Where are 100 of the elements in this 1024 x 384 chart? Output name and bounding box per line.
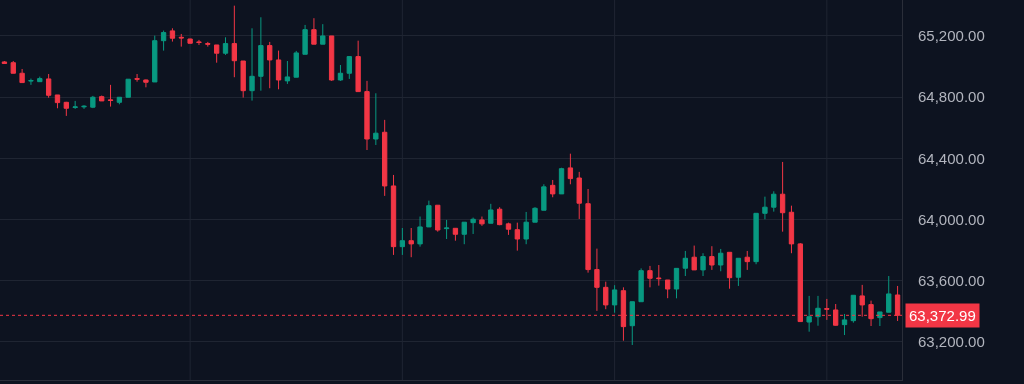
candlestick [364,80,370,151]
candlestick [143,79,149,88]
candlestick [603,281,609,310]
candlestick [107,84,114,108]
candlestick [267,41,273,89]
candlestick [682,250,689,277]
candlestick [293,50,299,78]
candlestick [382,119,388,197]
candlestick [346,56,352,80]
candlestick [19,68,25,84]
candlestick [249,27,255,102]
candlestick [700,252,706,277]
candlestick [390,174,397,256]
candlestick [408,227,414,258]
candlestick [505,222,512,236]
candlestick [541,183,547,211]
candlestick [779,161,786,233]
candlestick [673,267,680,299]
candlestick [850,294,857,324]
y-tick-label: 64,800.00 [918,88,985,106]
candlestick [222,36,229,56]
candlestick [152,35,158,83]
candlestick [718,248,724,272]
candlestick [762,196,768,220]
candlestick [629,301,635,346]
candlestick [90,95,96,109]
candlestick [567,153,574,185]
candlestick [523,211,529,245]
candlestick [470,217,476,235]
candlestick [753,212,759,265]
candlestick [54,94,61,109]
candlestick [806,295,812,333]
candlestick [532,206,538,223]
candlestick [328,35,335,82]
candlestick [205,41,211,48]
y-tick-label: 64,400.00 [918,149,985,167]
y-tick-label: 65,200.00 [918,27,985,45]
candlestick [28,78,34,86]
candlestick [735,257,742,287]
candlestick [550,179,556,198]
candlestick [10,60,16,74]
candlestick [116,96,123,105]
candlestick [258,16,264,92]
candlestick [99,95,105,102]
candlestick [726,251,733,290]
candlestick [886,275,892,313]
candlestick [815,295,821,327]
candlestick [771,190,777,213]
candlestick [576,171,582,220]
candlestick [744,250,750,271]
y-tick-label: 63,200.00 [918,333,985,351]
candlestick [479,216,485,227]
candlestick [187,38,193,45]
candlestick [611,284,618,314]
candlestick [160,30,167,52]
candlestick [514,222,520,252]
candlestick [275,50,282,90]
y-tick-label: 64,000.00 [918,210,985,228]
candlestick [647,265,653,288]
candlestick [284,60,291,85]
candlestick [196,39,202,46]
candlestick [125,78,131,98]
candlestick [488,203,494,224]
candlestick [355,40,361,93]
candlestick [585,188,591,274]
candlestick [45,73,52,99]
candlestick [461,221,467,245]
candlestick [213,44,220,64]
candlestick [691,245,697,271]
candlestick [337,64,344,82]
candlestick [320,23,326,45]
candlestick [594,248,600,312]
candlestick [877,311,883,327]
y-tick-label: 63,600.00 [918,271,985,289]
candlestick [302,24,308,55]
candlestick [311,17,317,45]
candlestick [169,27,176,43]
candlestick [496,206,503,226]
candlestick [841,313,848,336]
candlestick [435,204,441,233]
candlestick [709,245,715,271]
candlestick [399,227,406,256]
candlestick [231,5,238,78]
candlestick [417,216,423,248]
candlestick [664,279,671,299]
ref-line-label: 63,372.99 [909,307,976,324]
candlestick [373,92,379,146]
candlestick [1,60,8,64]
candlestick [63,101,69,117]
candlestick [134,73,140,83]
candlestick [638,267,644,303]
candlestick [558,167,565,195]
candlestick [426,200,432,228]
candlestick [443,219,450,240]
candlestick [72,100,78,110]
candlestick [656,264,662,287]
candlestick [452,227,459,242]
candlestick [788,205,795,254]
candlestick [178,33,184,48]
candlestick [240,60,246,99]
